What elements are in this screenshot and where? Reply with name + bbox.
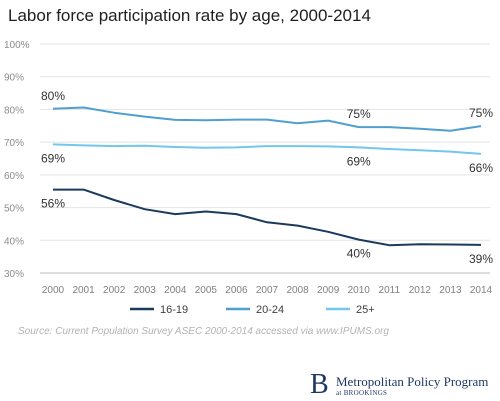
x-tick-label: 2003 bbox=[134, 285, 157, 296]
x-tick-label: 2000 bbox=[42, 285, 65, 296]
data-label: 40% bbox=[347, 247, 371, 261]
data-label: 75% bbox=[347, 107, 371, 121]
y-tick-label: 30% bbox=[4, 269, 24, 280]
data-label: 66% bbox=[469, 161, 493, 175]
data-label: 80% bbox=[41, 89, 65, 103]
x-tick-label: 2004 bbox=[164, 285, 187, 296]
x-tick-label: 2009 bbox=[317, 285, 340, 296]
chart-title: Labor force participation rate by age, 2… bbox=[8, 6, 371, 25]
x-tick-label: 2005 bbox=[195, 285, 218, 296]
x-tick-label: 2002 bbox=[103, 285, 126, 296]
series-line-20-24 bbox=[52, 106, 482, 132]
data-label: 56% bbox=[41, 197, 65, 211]
legend-label: 20-24 bbox=[256, 304, 284, 316]
logo-subtitle: at BROOKINGS bbox=[336, 389, 388, 397]
y-tick-label: 70% bbox=[4, 138, 24, 149]
data-label: 75% bbox=[469, 106, 493, 120]
source-note: Source: Current Population Survey ASEC 2… bbox=[18, 326, 389, 337]
x-tick-label: 2012 bbox=[409, 285, 432, 296]
y-tick-label: 100% bbox=[4, 40, 30, 51]
y-tick-label: 90% bbox=[4, 73, 24, 84]
data-label: 39% bbox=[469, 252, 493, 266]
y-tick-label: 50% bbox=[4, 204, 24, 215]
x-tick-label: 2011 bbox=[379, 285, 401, 296]
x-tick-label: 2006 bbox=[225, 285, 248, 296]
line-chart: 30% 40% 50% 60% 70% 80% 90% 100% 2000 2001 2002 200… bbox=[4, 40, 493, 316]
x-tick-label: 2010 bbox=[348, 285, 371, 296]
x-tick-label: 2001 bbox=[72, 285, 95, 296]
data-label: 69% bbox=[41, 151, 65, 165]
series-line-16-19 bbox=[53, 188, 482, 247]
x-tick-label: 2008 bbox=[286, 285, 309, 296]
y-tick-label: 60% bbox=[4, 171, 24, 182]
x-tick-label: 2007 bbox=[256, 285, 279, 296]
series-line-25+ bbox=[52, 143, 482, 155]
logo-program-name: Metropolitan Policy Program bbox=[336, 374, 489, 389]
brookings-logo: B Metropolitan Policy Program at BROOKIN… bbox=[310, 369, 496, 400]
legend-label: 16-19 bbox=[160, 304, 188, 316]
x-tick-label: 2014 bbox=[470, 285, 493, 296]
x-tick-label: 2013 bbox=[439, 285, 462, 296]
data-label: 69% bbox=[347, 154, 371, 168]
legend-label: 25+ bbox=[356, 304, 375, 316]
logo-mark: B bbox=[310, 369, 329, 400]
y-tick-label: 40% bbox=[4, 236, 24, 247]
y-tick-label: 80% bbox=[4, 105, 24, 116]
